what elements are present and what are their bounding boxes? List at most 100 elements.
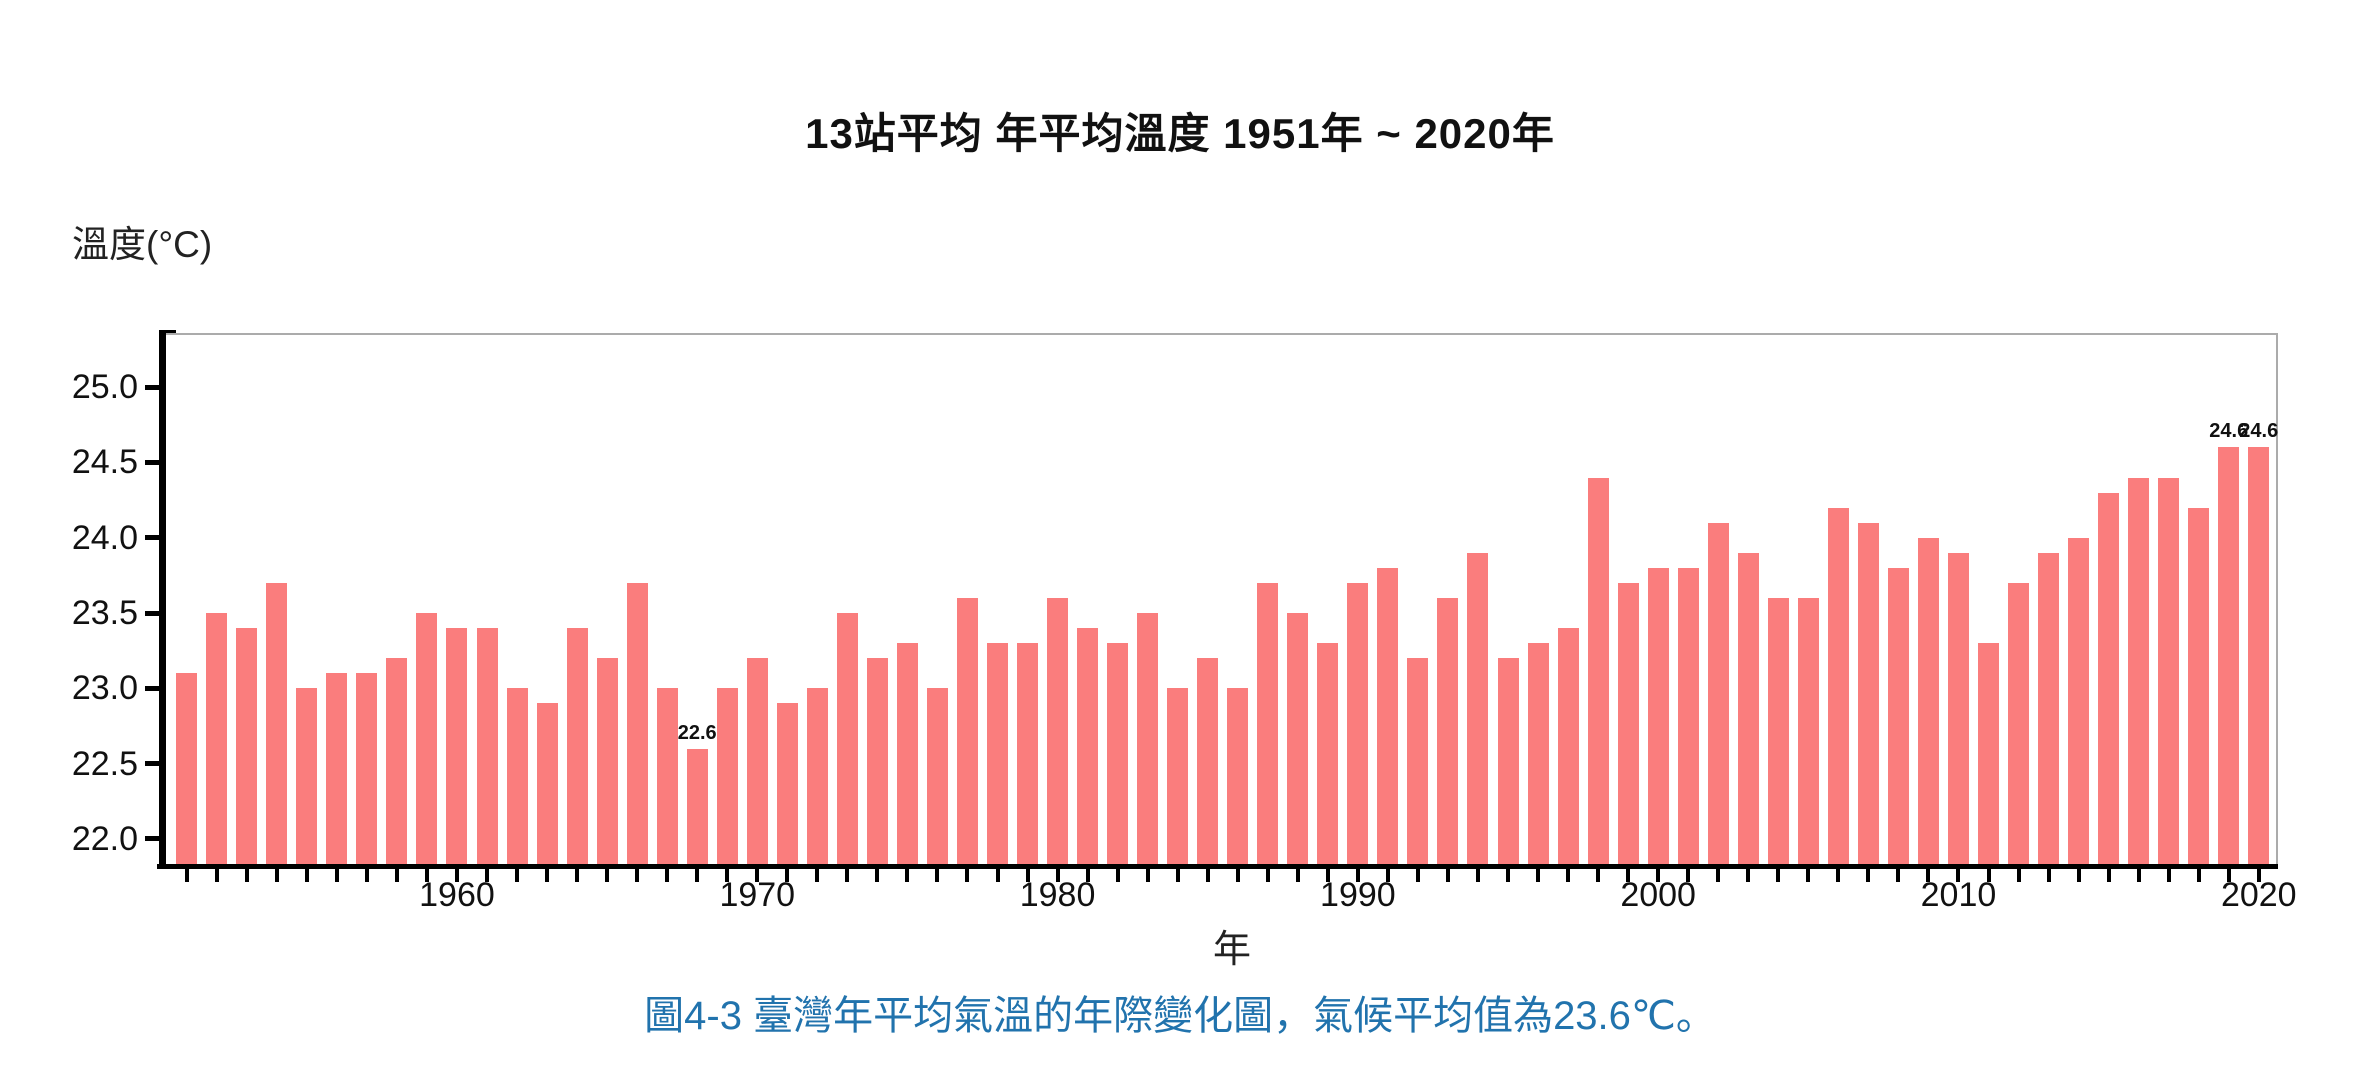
x-tick-2012: [2016, 869, 2021, 882]
plot-area: [166, 333, 2278, 866]
y-tick-22.0: [145, 836, 159, 842]
y-tick-label-23.5: 23.5: [71, 594, 138, 633]
bar-1958: [386, 658, 408, 866]
bar-1998: [1587, 477, 1609, 866]
bar-1964: [566, 628, 588, 866]
x-tick-1987: [1265, 869, 1270, 882]
x-tick-2019: [2226, 869, 2231, 882]
bar-1993: [1437, 598, 1459, 866]
bar-2001: [1677, 567, 1699, 866]
bar-1992: [1407, 658, 1429, 866]
x-tick-1970: [755, 869, 760, 882]
bar-2011: [1978, 643, 1999, 866]
bar-1956: [326, 673, 348, 866]
x-tick-label-2000: 2000: [1620, 876, 1696, 914]
bar-1991: [1377, 567, 1399, 866]
x-tick-1963: [545, 869, 550, 882]
y-tick-label-25.0: 25.0: [71, 368, 138, 407]
bar-1990: [1347, 582, 1369, 866]
bar-1953: [236, 628, 258, 866]
y-tick-22.5: [145, 761, 159, 767]
bar-1977: [956, 598, 978, 866]
x-tick-1952: [214, 869, 219, 882]
x-tick-1956: [334, 869, 339, 882]
bar-1988: [1287, 613, 1309, 866]
bar-1982: [1107, 643, 1129, 866]
y-axis-spine: [159, 330, 166, 869]
bar-2007: [1857, 522, 1879, 866]
bar-1999: [1617, 582, 1639, 866]
figure-caption: 圖4-3 臺灣年平均氣溫的年際變化圖，氣候平均值為23.6℃。: [644, 994, 1716, 1038]
x-tick-1955: [304, 869, 309, 882]
x-tick-2006: [1836, 869, 1841, 882]
bar-1981: [1077, 628, 1099, 866]
x-tick-2002: [1716, 869, 1721, 882]
x-tick-label-1990: 1990: [1320, 876, 1396, 914]
bar-1989: [1317, 643, 1339, 866]
x-tick-2017: [2166, 869, 2171, 882]
y-tick-24.5: [145, 459, 159, 465]
x-tick-label-2010: 2010: [1920, 876, 1997, 914]
x-tick-2015: [2106, 869, 2111, 882]
y-tick-23.5: [145, 610, 159, 616]
x-tick-1992: [1415, 869, 1420, 882]
bar-1983: [1137, 613, 1159, 866]
x-tick-1965: [605, 869, 610, 882]
bar-value-label-1968: 22.6: [677, 721, 717, 744]
x-tick-1951: [184, 869, 189, 882]
x-tick-1958: [394, 869, 399, 882]
x-tick-1964: [575, 869, 580, 882]
y-tick-label-24.0: 24.0: [71, 518, 138, 557]
x-tick-label-1970: 1970: [719, 876, 796, 914]
bar-1962: [506, 688, 528, 866]
x-tick-1974: [875, 869, 880, 882]
bar-2010: [1947, 552, 1969, 866]
bar-1963: [536, 703, 558, 866]
bar-1976: [926, 688, 948, 866]
x-tick-1976: [935, 869, 940, 882]
x-tick-1983: [1145, 869, 1150, 882]
x-tick-1973: [845, 869, 850, 882]
x-tick-1977: [965, 869, 970, 882]
chart-title: 13站平均 年平均溫度 1951年 ~ 2020年: [805, 110, 1555, 157]
x-tick-1993: [1445, 869, 1450, 882]
bar-1978: [987, 643, 1008, 866]
bar-1955: [296, 688, 318, 866]
x-tick-1953: [244, 869, 249, 882]
x-tick-1980: [1055, 869, 1060, 882]
bar-2019: [2218, 447, 2240, 866]
x-tick-label-2020: 2020: [2220, 876, 2297, 914]
x-tick-1998: [1596, 869, 1601, 882]
bar-2020: [2248, 447, 2270, 866]
x-tick-2014: [2076, 869, 2081, 882]
bar-1975: [896, 643, 918, 866]
x-tick-2008: [1896, 869, 1901, 882]
bar-2014: [2068, 537, 2090, 866]
y-tick-label-22.5: 22.5: [71, 744, 138, 783]
bar-2006: [1827, 507, 1849, 866]
bar-1974: [866, 658, 888, 866]
x-tick-2013: [2046, 869, 2051, 882]
bar-2013: [2038, 552, 2060, 866]
x-tick-2005: [1806, 869, 1811, 882]
bar-1995: [1497, 658, 1519, 866]
x-tick-2004: [1776, 869, 1781, 882]
bar-value-label-2020: 24.6: [2239, 420, 2279, 443]
bar-1985: [1197, 658, 1219, 866]
bar-1966: [626, 582, 648, 866]
x-tick-1990: [1355, 869, 1360, 882]
bar-2018: [2188, 507, 2210, 866]
bar-2009: [1917, 537, 1939, 866]
bar-2016: [2128, 477, 2150, 866]
x-tick-1995: [1506, 869, 1511, 882]
x-tick-1962: [515, 869, 520, 882]
x-tick-label-1980: 1980: [1019, 876, 1096, 914]
bar-1971: [776, 703, 798, 866]
x-tick-1985: [1205, 869, 1210, 882]
bar-1987: [1257, 582, 1279, 866]
bar-1954: [266, 582, 288, 866]
x-tick-1997: [1566, 869, 1571, 882]
x-tick-1972: [815, 869, 820, 882]
x-tick-2016: [2136, 869, 2141, 882]
